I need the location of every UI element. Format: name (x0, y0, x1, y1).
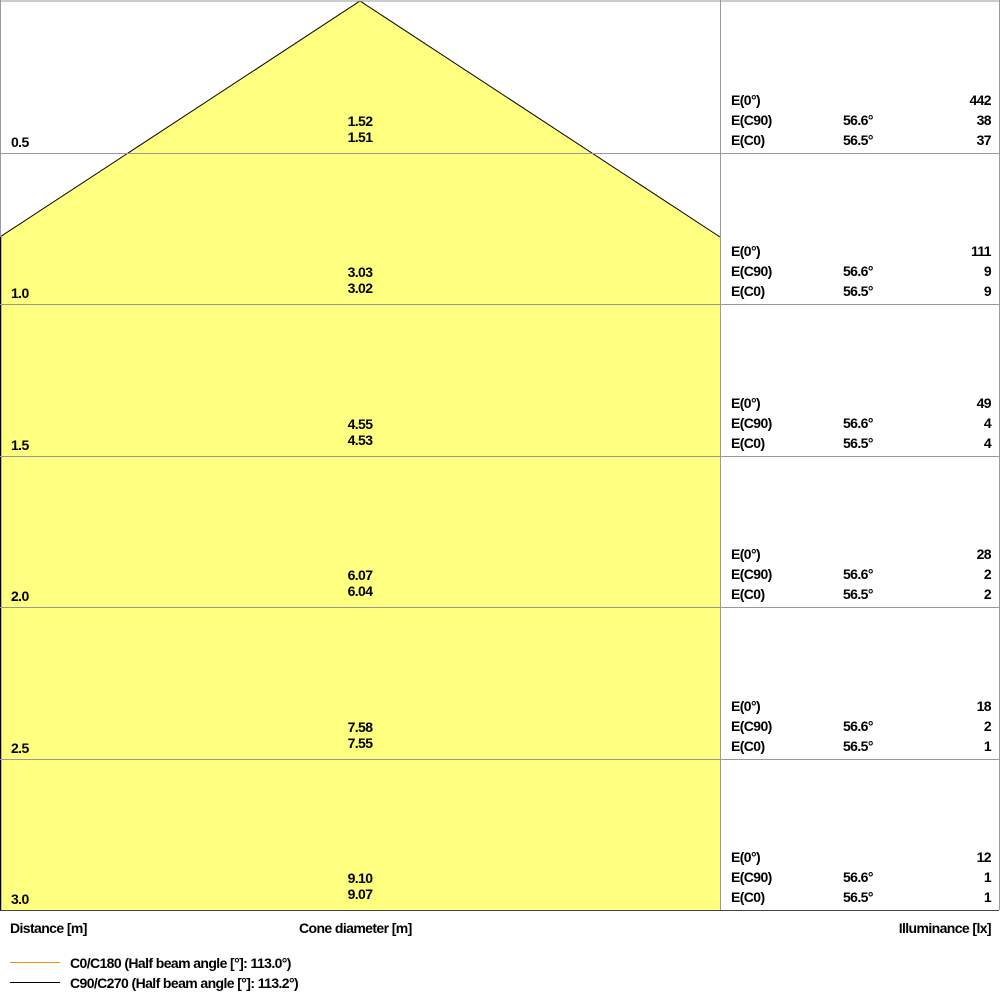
ec0-value: 9 (983, 283, 992, 299)
ec90-label: E(C90) (731, 718, 772, 734)
ec90-value: 4 (983, 415, 992, 431)
ec90-label: E(C90) (731, 415, 772, 431)
angle-c0: 56.5° (843, 283, 873, 299)
e0-value: 442 (969, 92, 991, 108)
legend-label-c90: C90/C270 (Half beam angle [°]: 113.2°) (70, 975, 299, 991)
ec90-value: 2 (983, 566, 992, 582)
e0-value: 18 (976, 698, 992, 714)
angle-c0: 56.5° (843, 586, 873, 602)
ec90-value: 38 (976, 112, 992, 128)
distance-label: 1.5 (11, 437, 29, 453)
cone-diameter-c90: 4.55 (347, 416, 373, 432)
x-axis-label: Distance [m] (10, 920, 87, 936)
ec0-label: E(C0) (731, 283, 765, 299)
cone-diameter-c0: 6.04 (347, 583, 373, 599)
angle-c90: 56.6° (843, 263, 873, 279)
e0-label: E(0°) (731, 243, 761, 259)
distance-label: 2.5 (11, 740, 29, 756)
ec0-value: 37 (976, 132, 992, 148)
ec90-value: 9 (983, 263, 992, 279)
cone-diameter-c0: 1.51 (347, 129, 373, 145)
distance-label: 2.0 (11, 588, 29, 604)
e0-label: E(0°) (731, 395, 761, 411)
angle-c0: 56.5° (843, 435, 873, 451)
ec90-value: 1 (983, 869, 992, 885)
ec0-label: E(C0) (731, 738, 765, 754)
ec90-label: E(C90) (731, 566, 772, 582)
distance-label: 0.5 (11, 134, 29, 150)
ec0-label: E(C0) (731, 889, 765, 905)
distance-label: 3.0 (11, 891, 29, 907)
ec0-value: 4 (983, 435, 992, 451)
cone-diameter-c90: 1.52 (347, 113, 373, 129)
cone-diameter-c0: 7.55 (347, 735, 373, 751)
distance-label: 1.0 (11, 285, 29, 301)
ec0-value: 2 (983, 586, 992, 602)
cone-diameter-c0: 9.07 (347, 886, 373, 902)
e0-value: 28 (976, 546, 992, 562)
cone-diameter-c90: 9.10 (347, 870, 373, 886)
e0-label: E(0°) (731, 546, 761, 562)
ec0-label: E(C0) (731, 435, 765, 451)
cone-diameter-label: Cone diameter [m] (299, 920, 412, 936)
ec90-label: E(C90) (731, 263, 772, 279)
cone-diameter-c90: 7.58 (347, 719, 373, 735)
legend-swatch-c0 (10, 962, 60, 963)
cone-diameter-c90: 3.03 (347, 264, 373, 280)
e0-label: E(0°) (731, 849, 761, 865)
cone-fill (0, 1, 720, 910)
angle-c90: 56.6° (843, 566, 873, 582)
e0-value: 111 (970, 243, 992, 259)
e0-value: 49 (976, 395, 992, 411)
angle-c0: 56.5° (843, 889, 873, 905)
ec0-value: 1 (983, 738, 992, 754)
ec90-label: E(C90) (731, 869, 772, 885)
cone-diameter-c90: 6.07 (347, 567, 373, 583)
angle-c0: 56.5° (843, 132, 873, 148)
legend-swatch-c90 (10, 982, 60, 983)
ec90-value: 2 (983, 718, 992, 734)
ec0-label: E(C0) (731, 132, 765, 148)
ec0-value: 1 (983, 889, 992, 905)
illuminance-label: Illuminance [lx] (898, 920, 992, 936)
e0-label: E(0°) (731, 92, 761, 108)
e0-value: 12 (976, 849, 992, 865)
cone-diameter-c0: 3.02 (347, 280, 373, 296)
angle-c90: 56.6° (843, 112, 873, 128)
angle-c90: 56.6° (843, 869, 873, 885)
ec0-label: E(C0) (731, 586, 765, 602)
angle-c90: 56.6° (843, 415, 873, 431)
angle-c90: 56.6° (843, 718, 873, 734)
ec90-label: E(C90) (731, 112, 772, 128)
e0-label: E(0°) (731, 698, 761, 714)
legend-label-c0: C0/C180 (Half beam angle [°]: 113.0°) (70, 955, 291, 971)
cone-diameter-c0: 4.53 (347, 432, 373, 448)
angle-c0: 56.5° (843, 738, 873, 754)
